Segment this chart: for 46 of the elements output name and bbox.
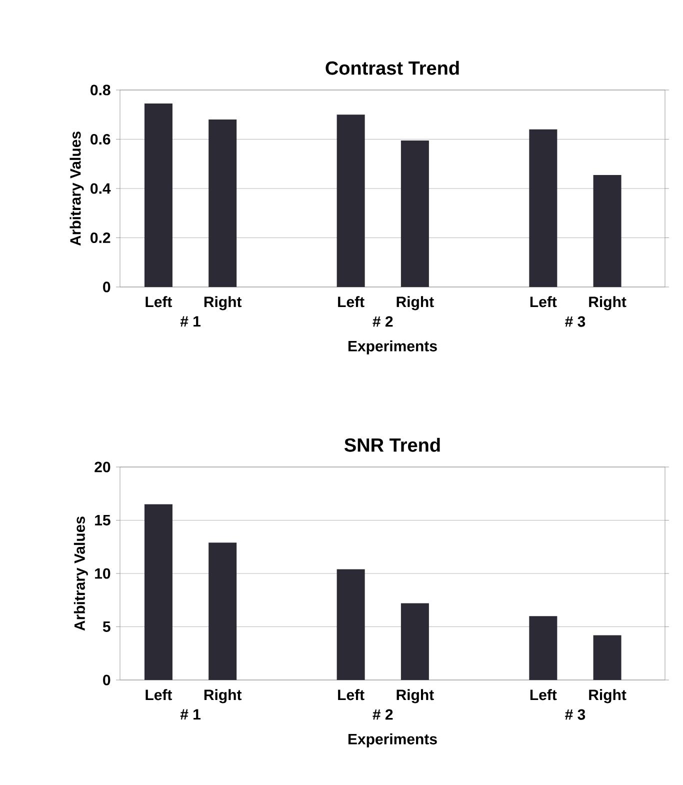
bar <box>208 120 237 287</box>
text: # 2 <box>372 316 393 327</box>
y-tick-label: 20 <box>94 462 110 472</box>
y-axis-title: Arbitrary Values <box>74 516 88 631</box>
y-tick-label: 0.2 <box>90 232 110 244</box>
bar <box>144 504 172 680</box>
y-tick-label: 0.8 <box>90 84 110 96</box>
x-tick-label: Left <box>338 296 364 308</box>
text: # 1 <box>180 709 201 720</box>
bar <box>144 104 172 287</box>
y-tick-label: 0.6 <box>90 134 110 145</box>
y-tick-label: 15 <box>95 515 110 526</box>
bar <box>336 114 365 287</box>
y-tick-label: 10 <box>95 568 110 579</box>
x-tick-label: Left <box>530 296 557 308</box>
bar <box>400 140 429 287</box>
bar <box>593 635 622 680</box>
bar <box>400 603 429 680</box>
bar <box>529 129 558 287</box>
x-tick-label: Left <box>146 689 172 700</box>
x-tick-label: Left <box>338 689 364 700</box>
x-axis-title: Experiments <box>348 340 437 354</box>
y-tick-label: 5 <box>102 622 110 632</box>
text: # 3 <box>565 316 586 327</box>
x-tick-label: Right <box>396 689 434 704</box>
y-tick-label: 0 <box>103 674 110 686</box>
y-axis-title: Arbitrary Values <box>70 132 84 246</box>
x-tick-label: Right <box>396 296 434 310</box>
chart-title: Contrast Trend <box>326 60 459 75</box>
x-tick-label: Left <box>146 296 172 308</box>
text: # 2 <box>372 709 393 720</box>
x-tick-label: Right <box>204 689 242 704</box>
x-tick-label: Left <box>530 689 557 700</box>
x-tick-label: Right <box>204 296 242 310</box>
bar <box>529 616 558 680</box>
x-tick-label: Right <box>589 689 626 704</box>
y-tick-label: 0.4 <box>90 183 111 194</box>
y-tick-label: 0 <box>103 282 110 292</box>
bar <box>208 542 237 680</box>
text: # 1 <box>180 316 201 327</box>
x-tick-label: Right <box>589 296 626 310</box>
x-axis-title: Experiments <box>348 733 437 748</box>
chart-title: SNR Trend <box>344 438 440 452</box>
bar <box>593 174 622 287</box>
bar <box>336 569 365 680</box>
text: # 3 <box>565 709 586 720</box>
